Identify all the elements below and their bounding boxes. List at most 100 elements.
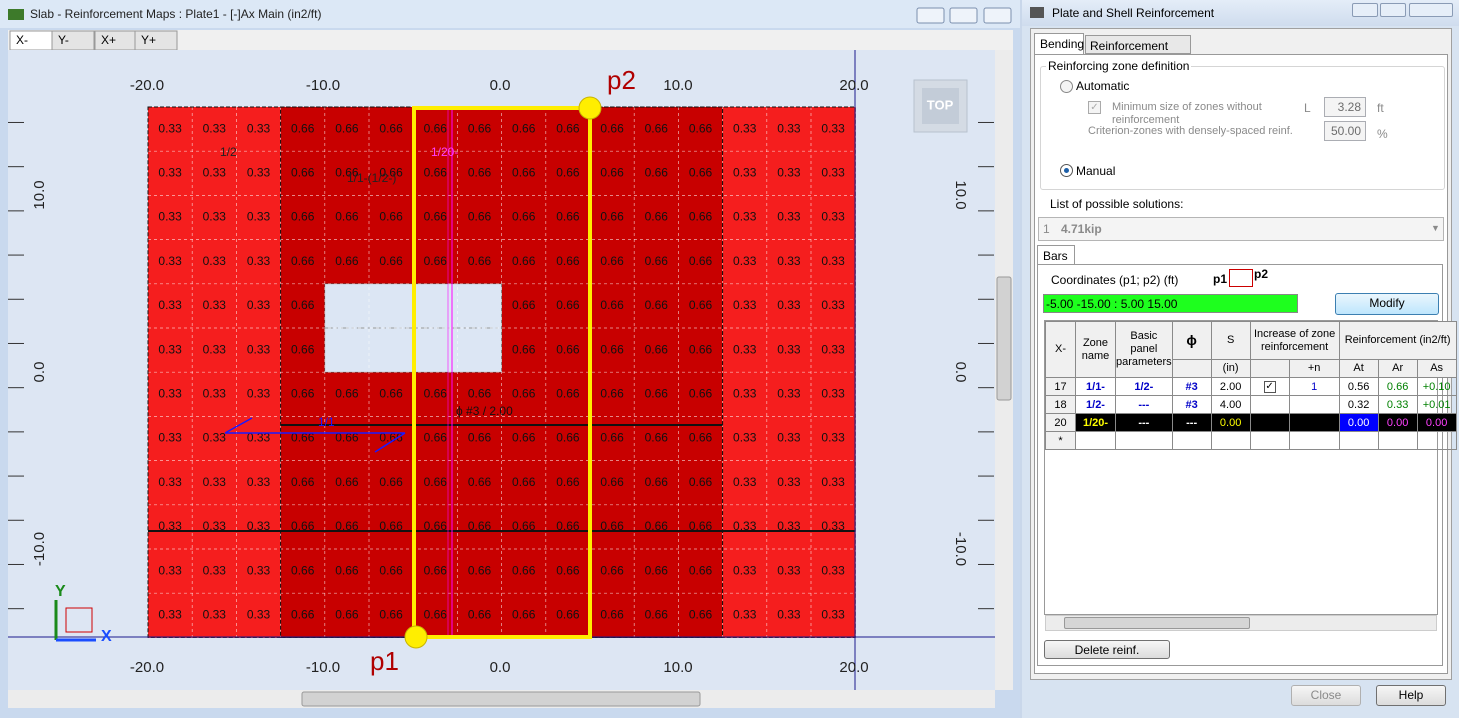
cell (413, 239, 458, 285)
bars-tab[interactable]: Bars (1037, 245, 1075, 265)
cell-value: 0.33 (821, 165, 845, 179)
cell-value: 0.33 (821, 298, 845, 312)
cell (811, 283, 856, 329)
cell (501, 416, 547, 462)
maximize-button[interactable] (949, 7, 978, 24)
cell (501, 328, 547, 373)
dropdown-arrow: ▼ (1431, 223, 1440, 233)
cell (766, 416, 812, 462)
minimize-button[interactable] (1352, 3, 1378, 17)
cell-value: 0.33 (777, 298, 801, 312)
cell-s: 0.00 (1210, 413, 1251, 432)
table-row[interactable]: 20 1/20- --- --- 0.00 0.00 0.00 0.00 (1045, 413, 1457, 432)
table-h-scroll-thumb[interactable] (1064, 617, 1250, 629)
radio-manual[interactable] (1060, 164, 1073, 177)
criterion-input[interactable]: 50.00 (1324, 121, 1366, 141)
header-reinf[interactable]: Reinforcement (in2/ft) (1338, 321, 1457, 360)
cell (678, 107, 724, 152)
increase-checkbox[interactable]: ✓ (1263, 381, 1276, 393)
table-row[interactable]: 17 1/1- 1/2- #3 2.00 ✓ 1 0.56 0.66 +0.10 (1045, 377, 1457, 396)
v-scroll-thumb[interactable] (996, 276, 1012, 401)
h-scroll-thumb[interactable] (301, 691, 701, 707)
cell-value: 0.33 (158, 121, 182, 135)
modify-button[interactable]: Modify (1335, 293, 1439, 315)
close-button[interactable]: Close (1291, 685, 1361, 706)
cell (501, 151, 547, 196)
cell (501, 239, 547, 285)
cell (413, 195, 458, 241)
view-tab-label: Y+ (141, 33, 156, 47)
cell-value: 0.66 (689, 386, 713, 400)
window-title: Slab - Reinforcement Maps : Plate1 - [-]… (30, 7, 321, 21)
cell-value: 0.66 (645, 298, 669, 312)
header-increase[interactable]: Increase of zone reinforcement (1249, 321, 1340, 360)
cell-value: 0.66 (689, 165, 713, 179)
table-row[interactable]: 18 1/2- --- #3 4.00 0.32 0.33 +0.01 (1045, 395, 1457, 414)
cell (811, 239, 856, 285)
cell-value: 0.66 (556, 475, 580, 489)
cell-value: 0.33 (733, 519, 757, 533)
header-basic[interactable]: Basic panel parameters (1115, 321, 1173, 378)
cell-value: 0.33 (247, 342, 271, 356)
maximize-button[interactable] (1380, 3, 1406, 17)
l-input[interactable]: 3.28 (1324, 97, 1366, 117)
cell-value: 0.66 (335, 607, 359, 621)
cell-no: 17 (1045, 377, 1076, 396)
min-size-checkbox[interactable]: ✓ (1088, 101, 1101, 114)
cell (457, 416, 503, 462)
cell (722, 107, 768, 152)
cell-value: 0.33 (733, 210, 757, 224)
cell (590, 460, 635, 506)
point-handle[interactable] (578, 96, 602, 120)
cell-value: 0.66 (335, 121, 359, 135)
cell (236, 151, 282, 196)
cell-value: 0.33 (203, 210, 227, 224)
cell-value: 0.33 (777, 475, 801, 489)
header-zone[interactable]: Zone name (1075, 321, 1116, 378)
close-button[interactable] (983, 7, 1012, 24)
cell (280, 372, 326, 417)
cell (148, 151, 193, 196)
tab-bending[interactable]: Bending (1034, 33, 1084, 54)
l-unit: ft (1377, 101, 1384, 115)
cell-value: 0.33 (247, 607, 271, 621)
close-button[interactable] (1409, 3, 1453, 17)
cell (236, 504, 282, 550)
cell-value: 0.66 (291, 386, 315, 400)
cell-value: 0.66 (512, 210, 536, 224)
header-s[interactable]: S (1210, 321, 1251, 360)
tab-reinforcement-maps[interactable]: Reinforcement maps (1085, 35, 1191, 67)
cell-value: 0.33 (733, 165, 757, 179)
help-button[interactable]: Help (1376, 685, 1446, 706)
table-h-scrollbar[interactable] (1045, 615, 1437, 631)
header-phi[interactable]: ϕ (1171, 321, 1212, 360)
cell-empty (1377, 431, 1418, 450)
cell-value: 0.33 (777, 254, 801, 268)
cell (192, 283, 237, 329)
cell (192, 151, 237, 196)
cell (545, 460, 591, 506)
cell (766, 151, 812, 196)
cell-value: 0.33 (821, 121, 845, 135)
minimize-button[interactable] (916, 7, 945, 24)
cell-value: 0.66 (379, 254, 403, 268)
header-no[interactable]: X- (1045, 321, 1076, 378)
point-handle[interactable] (404, 625, 428, 649)
solutions-dropdown[interactable]: 1 4.71kip ▼ (1038, 217, 1444, 241)
cell (678, 549, 724, 594)
delete-button[interactable]: Delete reinf. (1044, 640, 1170, 659)
cell-value: 0.33 (821, 475, 845, 489)
coords-input[interactable]: -5.00 -15.00 : 5.00 15.00 (1043, 294, 1298, 313)
cell-value: 0.33 (203, 431, 227, 445)
cell-value: 0.66 (291, 210, 315, 224)
cell (722, 460, 768, 506)
cell-value: 0.33 (203, 342, 227, 356)
cell (280, 504, 326, 550)
y-axis-label: 10.0 (31, 180, 48, 209)
bars-panel (1037, 264, 1443, 666)
manual-label: Manual (1076, 164, 1116, 178)
bars-table: X- Zone name Basic panel parameters ϕ S … (1045, 321, 1457, 450)
radio-automatic[interactable] (1060, 80, 1073, 93)
cell (722, 239, 768, 285)
cell (324, 416, 370, 462)
